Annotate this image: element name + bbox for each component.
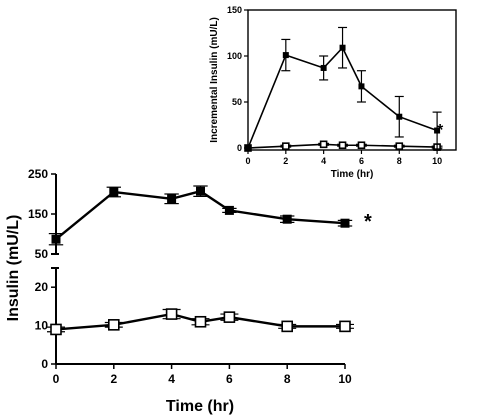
inset-series-filled-marker — [358, 83, 365, 90]
inset-series-filled-marker — [245, 145, 251, 151]
inset-y-tick-label: 0 — [237, 143, 242, 153]
main-x-tick-label: 6 — [226, 372, 233, 386]
main-upper-series-marker — [51, 234, 61, 244]
main-y-tick-label: 250 — [28, 167, 48, 181]
main-y-tick-label: 0 — [41, 357, 48, 371]
inset-series-filled-marker — [339, 44, 346, 51]
inset-y-axis-title: Incremental Insulin (mU/L) — [209, 17, 220, 143]
inset-series-open-marker — [338, 141, 347, 150]
main-lower-series-marker — [50, 323, 62, 336]
main-lower-series-marker — [223, 311, 236, 323]
main-y-tick-label: 50 — [35, 247, 49, 261]
main-chart: Time (hr) Insulin (mU/L) * 5015025001020… — [5, 167, 372, 415]
main-y-tick-label: 10 — [35, 319, 49, 333]
main-upper-series-marker — [196, 186, 205, 196]
main-upper-series-marker — [340, 218, 350, 228]
main-lower-series-marker — [194, 315, 207, 328]
main-upper-series-line — [55, 189, 346, 241]
inset-x-tick-label: 10 — [432, 156, 442, 166]
main-lower-series-marker — [108, 319, 120, 331]
main-lower-series-marker — [165, 308, 178, 320]
inset-series-filled-marker — [396, 113, 403, 120]
inset-series-open-marker — [282, 142, 290, 150]
inset-series-open-marker — [395, 142, 404, 150]
main-significance-asterisk: * — [364, 211, 372, 233]
main-lower-series-marker — [339, 320, 351, 333]
inset-frame — [247, 9, 457, 151]
inset-series-filled-marker — [434, 127, 441, 134]
main-lower-series-marker — [281, 320, 294, 333]
main-upper-series-marker — [282, 214, 292, 224]
inset-x-tick-label: 4 — [321, 156, 326, 166]
main-y-axis-title: Insulin (mU/L) — [5, 215, 22, 322]
main-x-tick-label: 10 — [338, 372, 352, 386]
main-y-tick-label: 20 — [35, 280, 49, 294]
inset-x-tick-label: 0 — [245, 156, 250, 166]
inset-series-filled-marker — [282, 52, 289, 59]
main-upper-series-marker — [224, 205, 234, 215]
inset-series-open-marker — [357, 141, 366, 150]
inset-y-tick-label: 100 — [227, 51, 242, 61]
inset-y-tick-label: 150 — [227, 5, 242, 15]
inset-chart: Time (hr) Incremental Insulin (mU/L) * 0… — [209, 5, 457, 180]
inset-x-axis-title: Time (hr) — [331, 169, 374, 180]
inset-x-tick-label: 6 — [359, 156, 364, 166]
inset-significance-asterisk: * — [437, 122, 444, 139]
inset-series-filled-marker — [320, 64, 327, 71]
main-x-tick-label: 4 — [168, 372, 175, 386]
main-x-tick-label: 8 — [284, 372, 291, 386]
main-y-tick-label: 150 — [28, 207, 48, 221]
main-x-tick-label: 0 — [53, 372, 60, 386]
main-upper-series-marker — [109, 187, 119, 197]
main-x-tick-label: 2 — [110, 372, 117, 386]
inset-x-tick-label: 8 — [397, 156, 402, 166]
inset-series-open-marker — [319, 140, 328, 149]
main-x-axis-title: Time (hr) — [166, 398, 234, 415]
inset-y-tick-label: 50 — [232, 97, 242, 107]
inset-x-tick-label: 2 — [283, 156, 288, 166]
main-upper-series-marker — [167, 194, 177, 204]
